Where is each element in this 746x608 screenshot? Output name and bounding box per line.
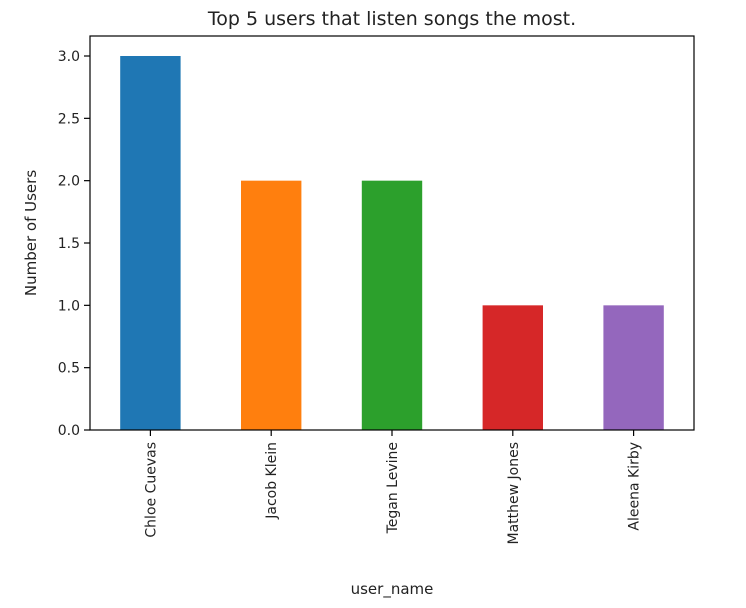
x-tick-label: Tegan Levine (385, 442, 401, 534)
y-tick-label: 1.0 (58, 298, 80, 314)
y-tick-label: 1.5 (58, 236, 80, 252)
chart-title: Top 5 users that listen songs the most. (207, 8, 576, 30)
x-axis: Chloe Cuevas Jacob Klein Tegan Levine Matth… (143, 430, 643, 545)
bar-aleena-kirby (603, 305, 664, 430)
y-tick-label: 2.5 (58, 111, 80, 127)
bar-chloe-cuevas (120, 56, 181, 430)
y-tick-label: 2.0 (58, 174, 80, 190)
x-axis-label: user_name (351, 580, 434, 599)
y-axis: 0.0 0.5 1.0 1.5 2.0 2.5 3.0 (58, 49, 90, 439)
y-tick-label: 3.0 (58, 49, 80, 65)
x-tick-label: Matthew Jones (506, 442, 522, 545)
bar-matthew-jones (482, 305, 543, 430)
bars-group (120, 56, 664, 430)
plot-frame (89, 35, 695, 431)
x-tick-label: Jacob Klein (264, 442, 280, 520)
bar-tegan-levine (361, 180, 423, 430)
x-tick-label: Chloe Cuevas (143, 442, 159, 538)
y-tick-label: 0.0 (58, 423, 80, 439)
y-axis-label: Number of Users (22, 170, 40, 296)
bar-jacob-klein (241, 180, 302, 430)
x-tick-label: Aleena Kirby (627, 442, 643, 531)
y-tick-label: 0.5 (58, 361, 80, 377)
